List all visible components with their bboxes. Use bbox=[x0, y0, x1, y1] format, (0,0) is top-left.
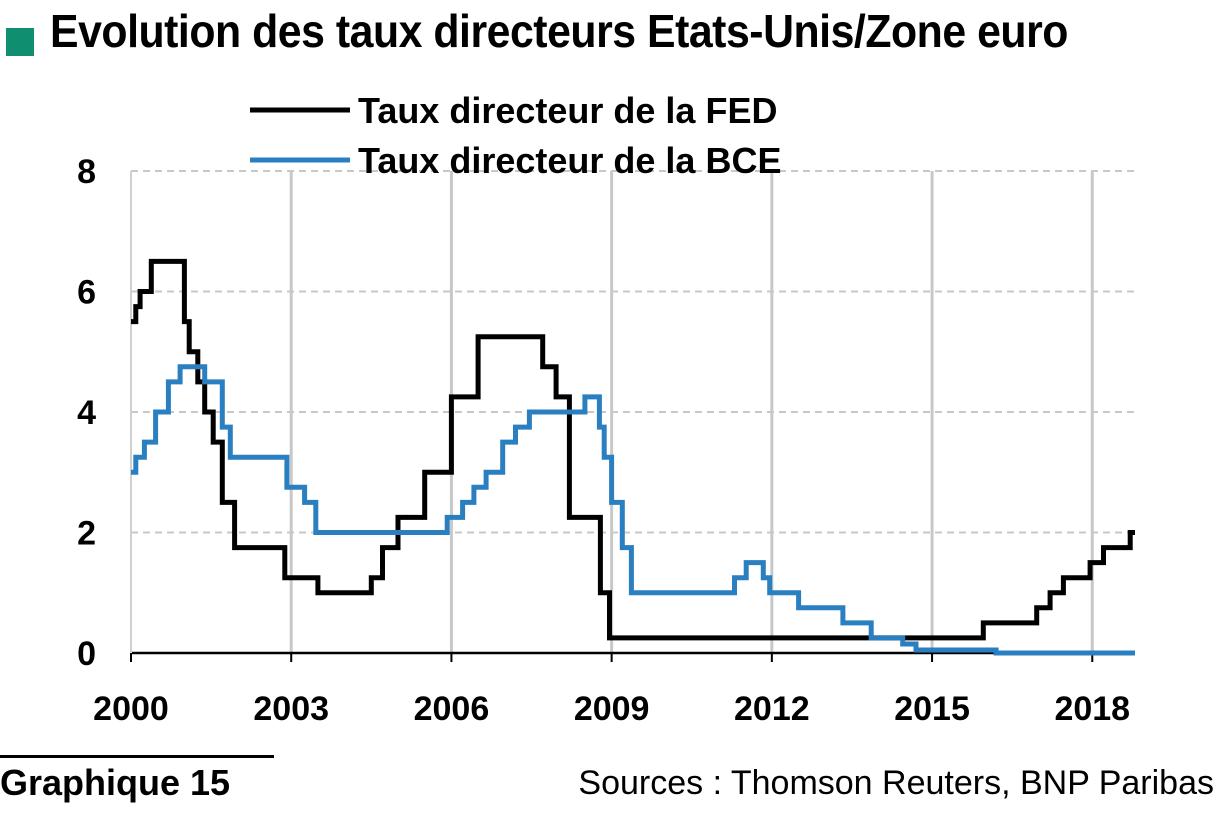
legend-label: Taux directeur de la BCE bbox=[358, 140, 781, 181]
y-tick-label: 4 bbox=[77, 394, 96, 432]
chart-series bbox=[131, 258, 1135, 656]
x-tick-label: 2006 bbox=[414, 690, 490, 728]
x-tick-label: 2003 bbox=[253, 690, 329, 728]
footer-rule bbox=[0, 755, 274, 758]
series-line-fed bbox=[131, 258, 1135, 641]
y-tick-label: 0 bbox=[77, 635, 96, 673]
chart: 0 2 4 6 8 2000 2003 2006 2009 2012 2015 2018 Taux d… bbox=[77, 90, 1135, 728]
chart-axes: 0 2 4 6 8 2000 2003 2006 2009 2012 2015 2018 bbox=[77, 153, 1135, 728]
sources-note: Sources : Thomson Reuters, BNP Paribas bbox=[578, 764, 1214, 802]
chart-legend: Taux directeur de la FED Taux directeur d… bbox=[250, 90, 781, 181]
y-tick-label: 6 bbox=[77, 274, 96, 312]
page-title: Evolution des taux directeurs Etats-Unis… bbox=[50, 5, 1068, 57]
x-tick-label: 2015 bbox=[894, 690, 970, 728]
x-tick-label: 2012 bbox=[734, 690, 810, 728]
x-tick-label: 2018 bbox=[1054, 690, 1130, 728]
y-tick-label: 8 bbox=[77, 153, 96, 191]
x-tick-label: 2000 bbox=[93, 690, 169, 728]
legend-label: Taux directeur de la FED bbox=[358, 90, 777, 131]
x-tick-label: 2009 bbox=[574, 690, 650, 728]
graph-number-label: Graphique 15 bbox=[0, 762, 231, 803]
y-tick-label: 2 bbox=[77, 515, 96, 553]
title-square-marker bbox=[6, 28, 34, 56]
series-line-ecb bbox=[131, 364, 1135, 656]
